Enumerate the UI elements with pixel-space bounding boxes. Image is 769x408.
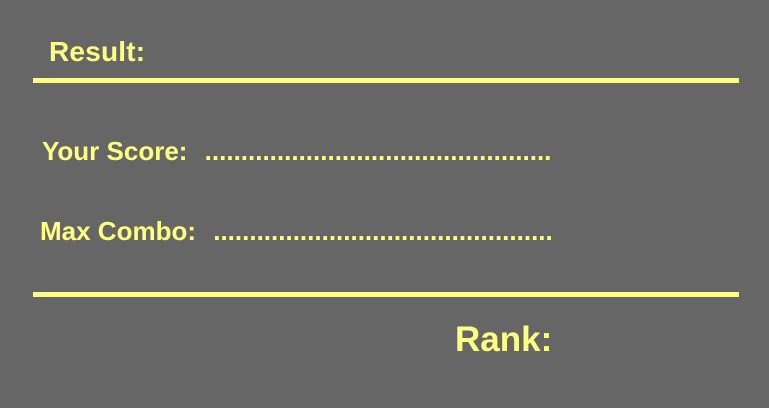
score-value: ........................................… bbox=[204, 136, 552, 166]
score-label: Your Score: bbox=[42, 136, 188, 166]
rank-label: Rank: bbox=[455, 320, 553, 359]
combo-row: Max Combo: .............................… bbox=[40, 215, 553, 247]
result-title: Result: bbox=[49, 36, 146, 67]
top-divider bbox=[33, 78, 739, 83]
score-row: Your Score: ............................… bbox=[42, 135, 551, 167]
bottom-divider bbox=[33, 292, 739, 297]
combo-label: Max Combo: bbox=[40, 216, 196, 246]
combo-value: ........................................… bbox=[213, 216, 553, 246]
